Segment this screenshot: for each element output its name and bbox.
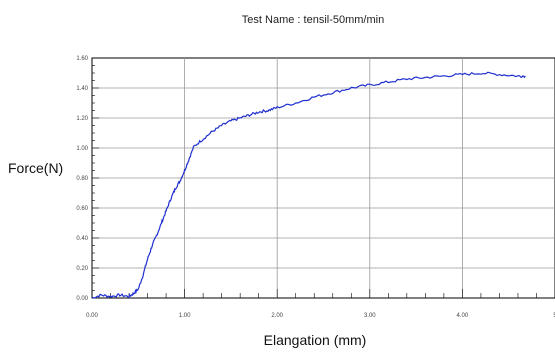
y-tick-label: 1.60	[76, 56, 88, 62]
x-tick-label: 0.00	[86, 313, 98, 319]
y-tick-label: 1.20	[76, 116, 88, 122]
y-tick-label: 0.40	[76, 236, 88, 242]
x-tick-label: 2.00	[271, 313, 283, 319]
y-tick-label: 0.60	[76, 206, 88, 212]
y-axis-label: Force(N)	[8, 160, 63, 176]
tick-labels: 0.00 1.00 2.00 3.00 4.00 5 0.00 0.20 0.40 0.60 0.8…	[76, 56, 555, 319]
y-tick-label: 0.80	[76, 176, 88, 182]
grid	[92, 58, 555, 298]
x-tick-label: 5	[553, 313, 555, 319]
x-tick-label: 3.00	[364, 313, 376, 319]
x-axis-label: Elangation (mm)	[264, 332, 367, 348]
y-tick-label: 0.00	[76, 296, 88, 302]
x-tick-label: 4.00	[457, 313, 469, 319]
y-tick-label: 1.40	[76, 86, 88, 92]
y-tick-label: 0.20	[76, 266, 88, 272]
x-tick-label: 1.00	[179, 313, 191, 319]
series-line	[91, 71, 526, 299]
y-tick-label: 1.00	[76, 146, 88, 152]
chart-title: Test Name : tensil-50mm/min	[242, 14, 384, 26]
